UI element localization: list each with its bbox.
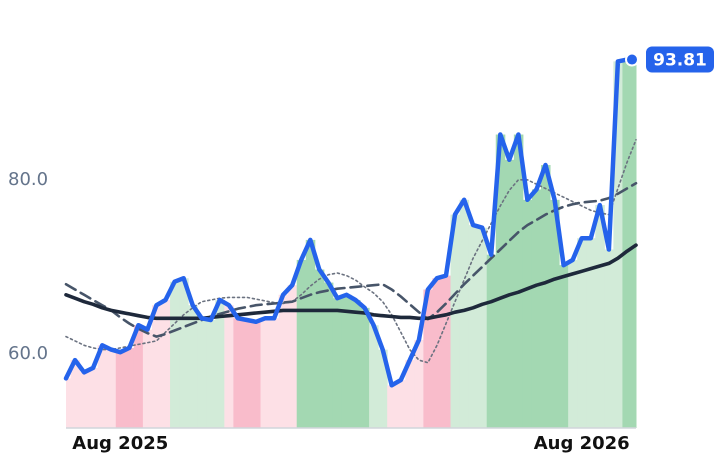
band <box>432 278 442 428</box>
band <box>251 321 262 428</box>
band <box>541 165 551 428</box>
band <box>197 318 207 428</box>
band <box>522 199 533 428</box>
band <box>531 189 542 428</box>
band <box>170 281 180 428</box>
band <box>441 275 452 428</box>
band <box>559 265 569 428</box>
band <box>414 340 424 428</box>
band <box>486 254 497 428</box>
price-line <box>63 57 639 388</box>
band <box>550 199 560 428</box>
band <box>405 360 415 428</box>
band <box>369 325 379 428</box>
band <box>495 134 506 428</box>
band <box>133 325 144 428</box>
band <box>477 227 488 428</box>
band <box>106 349 117 428</box>
last-value-box <box>646 46 714 73</box>
band <box>631 59 637 428</box>
ma-long <box>64 243 638 321</box>
band <box>468 225 479 428</box>
band <box>568 259 578 428</box>
band <box>161 299 171 428</box>
band <box>622 59 632 428</box>
band <box>269 318 280 428</box>
band <box>70 360 81 428</box>
band <box>242 320 252 428</box>
band <box>332 298 343 428</box>
band <box>351 299 361 428</box>
ma-mid <box>64 182 638 338</box>
x-tick-label: Aug 2025 <box>72 433 168 454</box>
band <box>314 269 325 428</box>
band <box>341 294 352 428</box>
band <box>305 239 316 428</box>
band <box>323 282 334 428</box>
band <box>423 289 433 428</box>
band <box>206 320 216 428</box>
band <box>450 214 461 428</box>
last-point <box>625 52 639 67</box>
band <box>215 299 225 428</box>
band <box>577 238 587 428</box>
band <box>513 134 524 428</box>
band <box>586 238 596 428</box>
band <box>97 345 108 428</box>
band <box>79 372 90 428</box>
band <box>233 318 243 428</box>
band <box>387 385 397 428</box>
band <box>66 378 72 428</box>
band <box>278 294 289 428</box>
band <box>396 380 406 428</box>
band <box>142 329 153 428</box>
band <box>224 305 234 428</box>
band <box>613 61 623 429</box>
band <box>260 318 271 428</box>
band <box>296 259 307 428</box>
y-tick-label: 60.0 <box>8 343 48 364</box>
band <box>115 352 126 428</box>
band <box>188 305 198 428</box>
band <box>151 305 162 428</box>
band <box>595 205 605 428</box>
band <box>124 347 135 428</box>
last-value-label: 93.81 <box>653 51 707 71</box>
band <box>604 249 614 428</box>
band <box>88 367 99 428</box>
x-tick-label: Aug 2026 <box>534 433 630 454</box>
band <box>287 285 298 428</box>
y-tick-label: 80.0 <box>8 169 48 190</box>
band <box>459 199 470 428</box>
band <box>378 349 388 428</box>
band <box>360 307 370 428</box>
band <box>179 278 189 428</box>
